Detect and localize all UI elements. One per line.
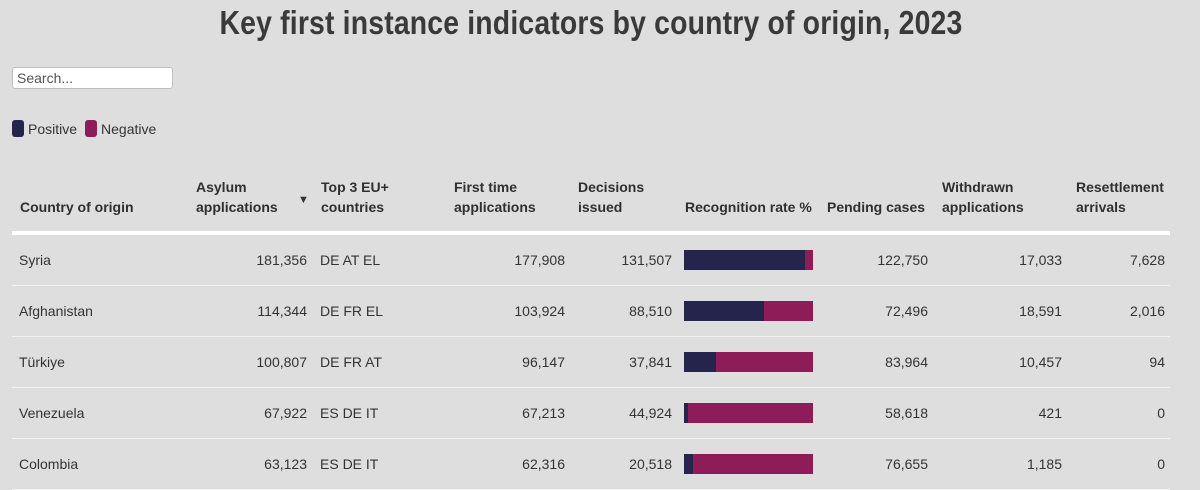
cell-country: Colombia [19, 456, 79, 472]
recognition-positive-segment [684, 250, 806, 270]
col-header-resettlement[interactable]: Resettlement arrivals [1076, 179, 1164, 215]
legend-label-negative: Negative [101, 120, 157, 137]
recognition-rate-bar [684, 403, 813, 423]
legend: Positive Negative [12, 120, 164, 137]
table-row: Afghanistan 114,344 DE FR EL 103,924 88,… [12, 286, 1170, 337]
cell-asylum: 63,123 [264, 456, 307, 472]
cell-country: Syria [19, 252, 51, 268]
recognition-negative-segment [805, 250, 813, 270]
cell-decisions: 131,507 [621, 252, 672, 268]
recognition-negative-segment [716, 352, 813, 372]
legend-swatch-negative [85, 120, 98, 137]
cell-asylum: 114,344 [257, 303, 307, 319]
cell-top3: DE FR AT [320, 354, 382, 370]
recognition-negative-segment [693, 454, 813, 474]
cell-first-time: 177,908 [514, 252, 565, 268]
cell-pending: 72,496 [885, 303, 928, 319]
table-header: Country of origin Asylum applications ▼ … [12, 160, 1170, 235]
cell-first-time: 67,213 [522, 405, 565, 421]
cell-country: Afghanistan [19, 303, 93, 319]
cell-withdrawn: 10,457 [1019, 354, 1062, 370]
cell-asylum: 100,807 [256, 354, 307, 370]
col-header-pending[interactable]: Pending cases [827, 199, 926, 215]
page-title: Key first instance indicators by country… [219, 4, 963, 41]
legend-label-positive: Positive [28, 120, 78, 137]
recognition-positive-segment [684, 403, 688, 423]
cell-country: Venezuela [19, 405, 85, 421]
search-input[interactable] [12, 67, 173, 89]
col-header-recognition[interactable]: Recognition rate % [685, 199, 812, 215]
cell-first-time: 96,147 [522, 354, 565, 370]
recognition-positive-segment [684, 301, 764, 321]
indicators-table: Country of origin Asylum applications ▼ … [12, 160, 1170, 490]
cell-withdrawn: 1,185 [1026, 456, 1062, 472]
cell-resettlement: 0 [1157, 405, 1165, 421]
cell-first-time: 62,316 [522, 456, 565, 472]
cell-top3: DE AT EL [320, 252, 381, 268]
recognition-negative-segment [687, 403, 813, 423]
cell-top3: ES DE IT [320, 456, 379, 472]
cell-decisions: 37,841 [629, 354, 672, 370]
legend-swatch-positive [12, 120, 24, 137]
cell-pending: 76,655 [885, 456, 928, 472]
table-body: Syria 181,356 DE AT EL 177,908 131,507 1… [12, 235, 1170, 490]
table-row: Syria 181,356 DE AT EL 177,908 131,507 1… [12, 235, 1170, 286]
col-header-decisions[interactable]: Decisions issued [578, 179, 645, 215]
cell-top3: DE FR EL [320, 303, 384, 319]
table-row: Venezuela 67,922 ES DE IT 67,213 44,924 … [12, 388, 1170, 439]
legend-item-positive[interactable]: Positive [12, 120, 77, 137]
recognition-rate-bar [684, 352, 813, 372]
recognition-positive-segment [684, 352, 717, 372]
table-row: Türkiye 100,807 DE FR AT 96,147 37,841 8… [12, 337, 1170, 388]
recognition-rate-bar [684, 250, 813, 270]
cell-decisions: 20,518 [629, 456, 672, 472]
cell-resettlement: 7,628 [1129, 252, 1165, 268]
cell-resettlement: 0 [1157, 456, 1165, 472]
cell-resettlement: 2,016 [1129, 303, 1165, 319]
cell-country: Türkiye [19, 354, 65, 370]
col-header-first-time[interactable]: First time applications [454, 179, 536, 215]
recognition-positive-segment [684, 454, 694, 474]
recognition-negative-segment [763, 301, 813, 321]
col-header-country[interactable]: Country of origin [20, 199, 134, 215]
table-row: Colombia 63,123 ES DE IT 62,316 20,518 7… [12, 439, 1170, 490]
col-header-withdrawn[interactable]: Withdrawn applications [942, 179, 1024, 215]
cell-withdrawn: 18,591 [1019, 303, 1062, 319]
col-header-top3[interactable]: Top 3 EU+ countries [321, 179, 389, 215]
cell-asylum: 67,922 [264, 405, 307, 421]
cell-first-time: 103,924 [514, 303, 565, 319]
cell-decisions: 44,924 [629, 405, 672, 421]
cell-decisions: 88,510 [629, 303, 672, 319]
recognition-rate-bar [684, 301, 813, 321]
cell-resettlement: 94 [1149, 354, 1165, 370]
cell-top3: ES DE IT [320, 405, 379, 421]
cell-pending: 58,618 [885, 405, 928, 421]
cell-withdrawn: 17,033 [1019, 252, 1062, 268]
sort-desc-icon[interactable]: ▼ [298, 194, 309, 206]
cell-pending: 122,750 [877, 252, 928, 268]
col-header-asylum[interactable]: Asylum applications [196, 179, 278, 215]
cell-withdrawn: 421 [1038, 405, 1062, 421]
cell-asylum: 181,356 [256, 252, 307, 268]
cell-pending: 83,964 [885, 354, 928, 370]
recognition-rate-bar [684, 454, 813, 474]
legend-item-negative[interactable]: Negative [85, 120, 156, 137]
